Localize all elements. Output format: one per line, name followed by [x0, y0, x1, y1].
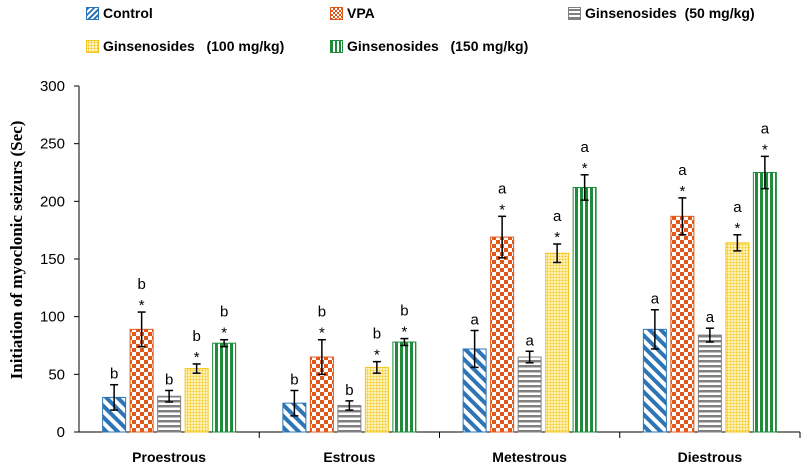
significance-star: * [582, 160, 588, 177]
bar-vpa-diestrous [670, 215, 695, 433]
legend-swatch-ginsenosides-100 [86, 39, 99, 53]
significance-letter: a [580, 139, 589, 156]
legend-item-ginsenosides-150: Ginsenosides (150 mg/kg) [330, 38, 528, 54]
legend-label-ginsenosides-150: Ginsenosides (150 mg/kg) [347, 38, 529, 54]
bar-ginsenosides-100-mg-kg-estrous [364, 366, 389, 433]
significance-letter: b [192, 328, 200, 345]
significance-letter: a [553, 208, 562, 225]
y-tick-label: 250 [40, 136, 65, 153]
y-tick-label: 0 [57, 424, 65, 441]
bar-ginsenosides-150-mg-kg-diestrous [752, 172, 777, 433]
x-tick-label-diestrous: Diestrous [678, 449, 743, 465]
significance-letter: a [525, 332, 534, 349]
legend-label-control: Control [103, 5, 153, 21]
legend-item-control: Control [86, 5, 153, 21]
legend: Control VPA Ginsenosides (50 mg/kg) Gins… [0, 0, 808, 70]
bar-ginsenosides-100-mg-kg-metestrous [545, 252, 570, 433]
legend-swatch-control [86, 6, 99, 20]
bar-ginsenosides-100-mg-kg-proestrous [184, 368, 209, 433]
y-tick-label: 300 [40, 78, 65, 95]
x-tick-label-proestrous: Proestrous [132, 449, 206, 465]
significance-star: * [554, 229, 560, 246]
significance-letter: b [165, 371, 173, 388]
significance-letter: b [345, 382, 353, 399]
y-tick-label: 150 [40, 251, 65, 268]
y-tick-label: 50 [48, 366, 65, 383]
legend-label-ginsenosides-50: Ginsenosides (50 mg/kg) [585, 5, 755, 21]
significance-letter: b [290, 371, 298, 388]
significance-letter: b [318, 304, 326, 321]
bars-group [102, 172, 777, 433]
significance-star: * [374, 347, 380, 364]
significance-letter: a [678, 162, 687, 179]
bar-ginsenosides-50-mg-kg-metestrous [517, 356, 542, 433]
legend-item-vpa: VPA [330, 5, 375, 21]
significance-star: * [499, 201, 505, 218]
bar-vpa-metestrous [490, 236, 515, 433]
significance-star: * [401, 324, 407, 341]
axes: 0 50 100 150 200 250 300 Proestrous Estrous Metes… [40, 78, 801, 465]
y-axis-title: Initiation of myoclonic seizurs (Sec) [7, 121, 26, 380]
significance-letter: a [733, 199, 742, 216]
significance-star: * [762, 141, 768, 158]
bar-ginsenosides-150-mg-kg-metestrous [572, 186, 597, 433]
significance-letter: a [470, 312, 479, 329]
y-tick-label: 200 [40, 193, 65, 210]
legend-label-vpa: VPA [347, 5, 375, 21]
legend-label-ginsenosides-100: Ginsenosides (100 mg/kg) [103, 38, 285, 54]
annotations-group: b * b b * b * b b * b b * b * b a * a a * a * a a * a a * a * a [110, 120, 770, 417]
significance-star: * [194, 349, 200, 366]
bar-ginsenosides-100-mg-kg-diestrous [725, 242, 750, 433]
significance-star: * [221, 325, 227, 342]
significance-letter: a [498, 180, 507, 197]
x-tick-label-estrous: Estrous [323, 449, 375, 465]
significance-letter: a [761, 120, 770, 137]
legend-item-ginsenosides-100: Ginsenosides (100 mg/kg) [86, 38, 284, 54]
significance-letter: b [110, 366, 118, 383]
significance-letter: a [706, 309, 715, 326]
significance-letter: b [400, 303, 408, 320]
bar-ginsenosides-150-mg-kg-proestrous [212, 342, 237, 433]
bar-ginsenosides-50-mg-kg-diestrous [697, 334, 722, 433]
x-tick-label-metestrous: Metestrous [492, 449, 567, 465]
significance-letter: a [651, 291, 660, 308]
significance-letter: b [137, 276, 145, 293]
legend-swatch-ginsenosides-50 [568, 6, 581, 20]
bar-ginsenosides-150-mg-kg-estrous [392, 341, 417, 433]
significance-letter: b [220, 304, 228, 321]
legend-swatch-ginsenosides-150 [330, 39, 343, 53]
significance-letter: b [373, 326, 381, 343]
significance-star: * [319, 325, 325, 342]
significance-star: * [734, 220, 740, 237]
y-tick-label: 100 [40, 309, 65, 326]
legend-item-ginsenosides-50: Ginsenosides (50 mg/kg) [568, 5, 755, 21]
significance-star: * [679, 183, 685, 200]
significance-star: * [139, 297, 145, 314]
legend-swatch-vpa [330, 6, 343, 20]
